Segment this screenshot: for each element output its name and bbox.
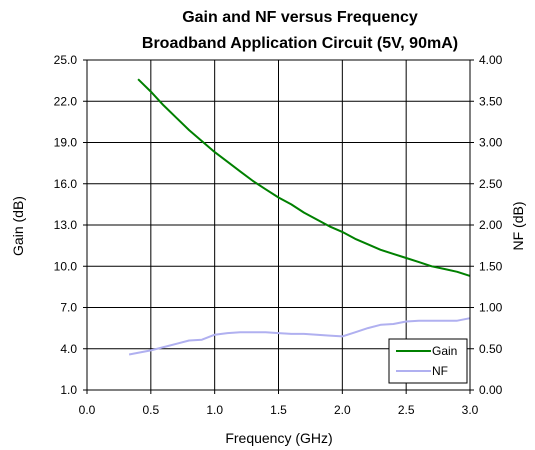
x-tick-label-6: 3.0 [462, 403, 479, 417]
legend-label-nf: NF [432, 364, 448, 378]
y-right-tick-label-7: 3.50 [479, 94, 503, 108]
y-left-tick-label-3: 10.0 [54, 259, 78, 273]
x-tick-labels: 0.0 0.5 1.0 1.5 2.0 2.5 3.0 [79, 390, 479, 417]
y-left-tick-label-6: 19.0 [54, 136, 78, 150]
y-right-tick-label-8: 4.00 [479, 53, 503, 67]
legend-box [388, 338, 468, 384]
series-layer [128, 78, 471, 356]
legend-label-gain: Gain [432, 344, 457, 358]
y-right-tick-label-4: 2.00 [479, 218, 503, 232]
x-tick-label-1: 0.5 [142, 403, 159, 417]
y-right-tick-label-1: 0.50 [479, 342, 503, 356]
y-left-tick-label-7: 22.0 [54, 94, 78, 108]
y-right-axis-label: NF (dB) [510, 202, 526, 251]
y-left-tick-label-8: 25.0 [54, 53, 78, 67]
x-tick-label-2: 1.0 [206, 403, 223, 417]
y-left-tick-label-4: 13.0 [54, 218, 78, 232]
y-left-tick-labels: 1.0 4.0 7.0 10.0 13.0 16.0 19.0 22.0 25.0 [54, 53, 87, 397]
grid [86, 59, 471, 391]
y-left-axis-label: Gain (dB) [10, 196, 26, 256]
x-axis-label: Frequency (GHz) [225, 430, 332, 446]
x-tick-label-3: 1.5 [270, 403, 287, 417]
y-left-tick-label-5: 16.0 [54, 177, 78, 191]
x-tick-label-0: 0.0 [79, 403, 96, 417]
y-right-tick-label-5: 2.50 [479, 177, 503, 191]
y-right-tick-labels: 0.00 0.50 1.00 1.50 2.00 2.50 3.00 3.50 4.00 [470, 53, 503, 397]
y-left-tick-label-0: 1.0 [60, 383, 77, 397]
series-line-nf [128, 317, 471, 356]
x-tick-label-4: 2.0 [334, 403, 351, 417]
x-tick-label-5: 2.5 [398, 403, 415, 417]
chart-subtitle: Broadband Application Circuit (5V, 90mA) [142, 35, 458, 52]
y-right-tick-label-2: 1.00 [479, 301, 503, 315]
series-line-gain [137, 78, 471, 277]
y-left-tick-label-1: 4.0 [60, 342, 77, 356]
y-right-tick-label-3: 1.50 [479, 259, 503, 273]
y-right-tick-label-0: 0.00 [479, 383, 503, 397]
legend: Gain NF [388, 338, 468, 384]
chart-title: Gain and NF versus Frequency [182, 9, 418, 26]
y-left-tick-label-2: 7.0 [60, 301, 77, 315]
y-right-tick-label-6: 3.00 [479, 136, 503, 150]
